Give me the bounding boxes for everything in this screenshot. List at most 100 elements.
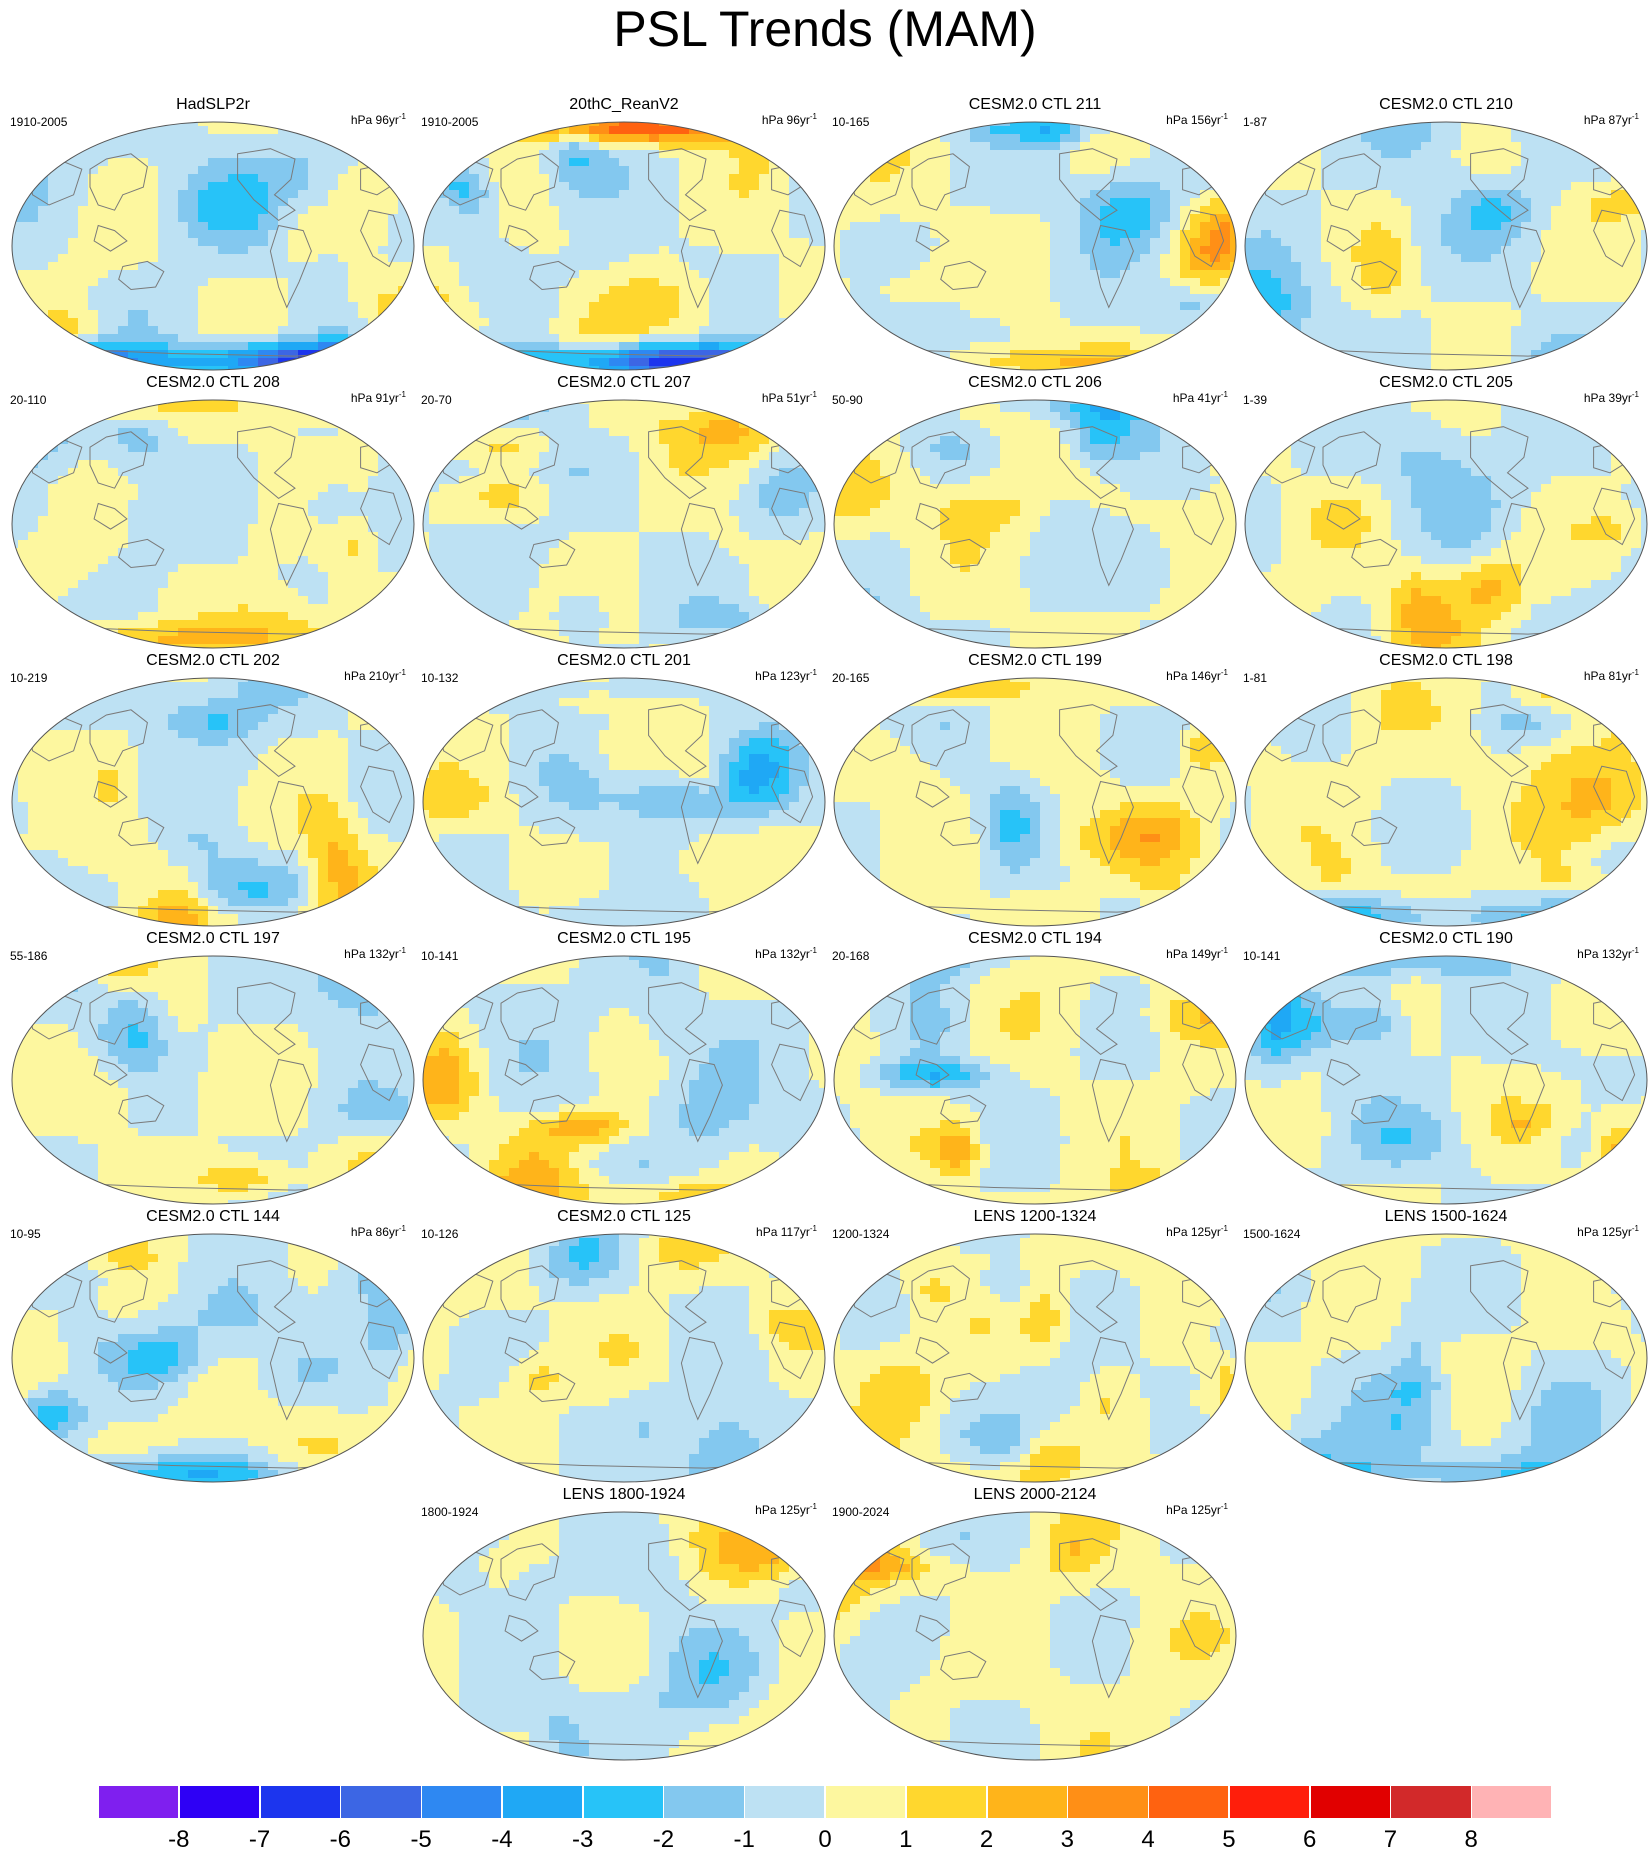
- colorbar-swatch: [1148, 1785, 1230, 1819]
- panel-title: CESM2.0 CTL 210: [1241, 96, 1650, 114]
- coastline: [237, 148, 296, 222]
- colorbar-swatch: [1390, 1785, 1472, 1819]
- colorbar-tick-label: -4: [472, 1826, 532, 1854]
- coastline: [1322, 987, 1381, 1045]
- coastline: [1502, 780, 1545, 865]
- colorbar-swatch: [986, 1785, 1068, 1819]
- map-border: [1244, 677, 1648, 927]
- coastline: [1182, 1043, 1225, 1102]
- panel-years: 1910-2005: [421, 115, 478, 129]
- units-label: hPa: [762, 113, 787, 127]
- coastline: [269, 502, 312, 587]
- panel-units: hPa 146yr-1: [1166, 668, 1228, 683]
- coastline: [680, 224, 723, 309]
- trend-map: [11, 399, 415, 649]
- coastline: [1351, 1372, 1398, 1403]
- coastline: [529, 816, 576, 847]
- colorbar-tick-label: 3: [1037, 1826, 1097, 1854]
- map-panel: 20thC_ReanV2 1910-2005 hPa 96yr-1: [419, 96, 829, 376]
- coastline: [648, 148, 707, 222]
- coastline: [771, 209, 814, 268]
- colorbar-swatch: [663, 1785, 745, 1819]
- panel-title: CESM2.0 CTL 144: [8, 1208, 418, 1226]
- units-value: 39yr: [1609, 391, 1632, 405]
- coastline: [89, 153, 148, 211]
- panel-years: 20-165: [832, 671, 869, 685]
- map-panel: CESM2.0 CTL 144 10-95 hPa 86yr-1: [8, 1208, 418, 1488]
- coastline: [1182, 487, 1225, 546]
- coastline: [1502, 1336, 1545, 1421]
- trend-map: [422, 1511, 826, 1761]
- panel-units: hPa 125yr-1: [755, 1502, 817, 1517]
- coastline: [118, 1094, 165, 1125]
- panel-title: HadSLP2r: [8, 96, 418, 114]
- colorbar-swatch: [501, 1785, 584, 1819]
- trend-map: [11, 955, 415, 1205]
- panel-years: 55-186: [10, 949, 47, 963]
- coastline: [1091, 1614, 1134, 1699]
- coastline: [648, 704, 707, 778]
- panel-title: CESM2.0 CTL 197: [8, 930, 418, 948]
- panel-units: hPa 41yr-1: [1173, 390, 1228, 405]
- trend-map: [11, 121, 415, 371]
- units-label: hPa: [1584, 669, 1609, 683]
- colorbar-tick-label: 5: [1199, 1826, 1259, 1854]
- map-border: [833, 1511, 1237, 1761]
- units-label: hPa: [1166, 947, 1191, 961]
- coastline: [1322, 1265, 1381, 1323]
- coastline: [1326, 1336, 1361, 1364]
- colorbar-tick-label: -8: [149, 1826, 209, 1854]
- coastline: [529, 538, 576, 569]
- coastline: [940, 538, 987, 569]
- trend-map: [422, 399, 826, 649]
- units-label: hPa: [762, 391, 787, 405]
- colorbar-tick-label: 4: [1118, 1826, 1178, 1854]
- trend-map: [833, 677, 1237, 927]
- trend-map: [1244, 121, 1648, 371]
- coastline: [269, 1058, 312, 1143]
- units-value: 117yr: [781, 1225, 810, 1239]
- units-value: 146yr: [1191, 669, 1221, 683]
- units-label: hPa: [1173, 391, 1198, 405]
- units-value: 123yr: [780, 669, 810, 683]
- panel-title: CESM2.0 CTL 205: [1241, 374, 1650, 392]
- panel-title: CESM2.0 CTL 201: [419, 652, 829, 670]
- coastline: [118, 816, 165, 847]
- coastline: [1470, 704, 1529, 778]
- coastline: [940, 1650, 987, 1681]
- panel-years: 1910-2005: [10, 115, 67, 129]
- units-label: hPa: [351, 113, 376, 127]
- panel-years: 10-126: [421, 1227, 458, 1241]
- coastline: [911, 987, 970, 1045]
- coastline: [93, 502, 128, 530]
- units-value: 156yr: [1191, 113, 1221, 127]
- colorbar-swatch: [744, 1785, 826, 1819]
- map-panel: CESM2.0 CTL 211 10-165 hPa 156yr-1: [830, 96, 1240, 376]
- coastline: [1091, 502, 1134, 587]
- colorbar-tick-label: -1: [714, 1826, 774, 1854]
- panel-title: CESM2.0 CTL 125: [419, 1208, 829, 1226]
- map-border: [833, 399, 1237, 649]
- map-panel: CESM2.0 CTL 201 10-132 hPa 123yr-1: [419, 652, 829, 932]
- coastline: [771, 765, 814, 824]
- coastline: [1322, 431, 1381, 489]
- coastline: [360, 1321, 403, 1380]
- coastline: [237, 704, 296, 778]
- panel-years: 20-70: [421, 393, 452, 407]
- map-border: [422, 1511, 826, 1761]
- units-value: 96yr: [787, 113, 810, 127]
- coastline: [915, 780, 950, 808]
- map-panel: CESM2.0 CTL 206 50-90 hPa 41yr-1: [830, 374, 1240, 654]
- units-value: 125yr: [1191, 1503, 1221, 1517]
- panel-title: CESM2.0 CTL 194: [830, 930, 1240, 948]
- panel-title: CESM2.0 CTL 207: [419, 374, 829, 392]
- colorbar-swatch: [1309, 1785, 1391, 1819]
- colorbar-tick-label: -5: [391, 1826, 451, 1854]
- coastline: [1091, 1058, 1134, 1143]
- panel-units: hPa 87yr-1: [1584, 112, 1639, 127]
- coastline: [680, 1614, 723, 1699]
- units-value: 149yr: [1191, 947, 1221, 961]
- coastline: [771, 1321, 814, 1380]
- units-label: hPa: [755, 947, 780, 961]
- panel-title: LENS 1500-1624: [1241, 1208, 1650, 1226]
